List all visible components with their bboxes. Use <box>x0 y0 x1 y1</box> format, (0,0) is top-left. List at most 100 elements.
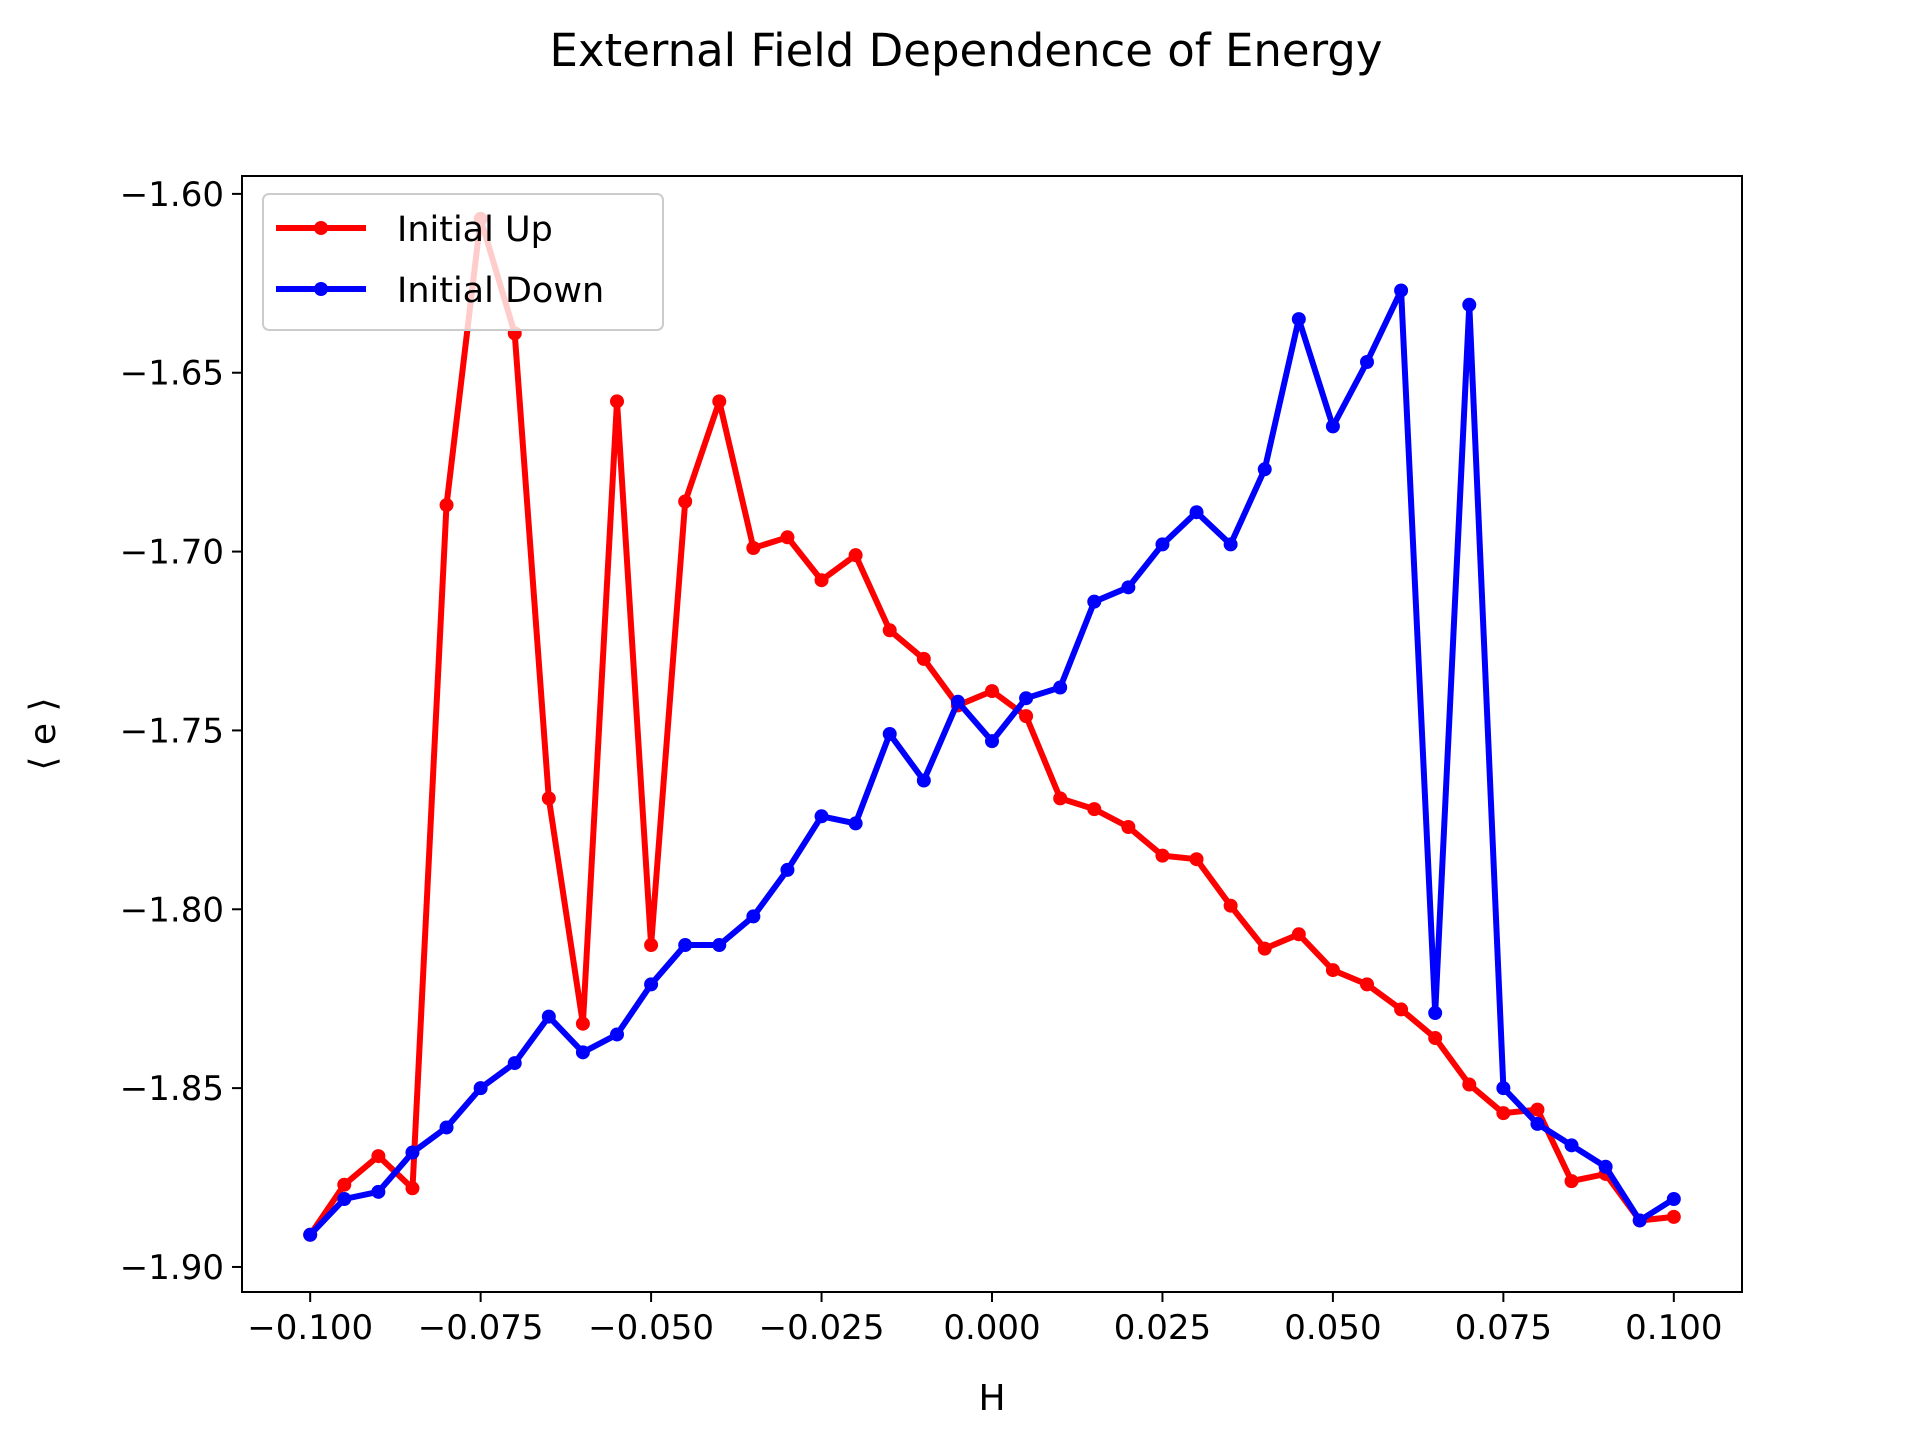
series-2-point <box>303 1227 318 1242</box>
series-1-point <box>1257 941 1272 956</box>
series-2-point <box>780 862 795 877</box>
series-1-point <box>746 541 761 555</box>
series-2-point <box>1257 462 1272 477</box>
series-2-point <box>575 1045 590 1060</box>
series-1-point <box>1564 1174 1579 1189</box>
y-tick-label: −1.80 <box>120 890 224 930</box>
series-1-point <box>1530 1102 1545 1117</box>
series-1-point <box>1462 1077 1477 1092</box>
series-2-point <box>1394 283 1409 298</box>
y-tick-label: −1.60 <box>120 175 224 215</box>
series-2-point <box>882 727 897 741</box>
series-1-point <box>541 791 556 806</box>
x-tick-label: 0.050 <box>1284 1308 1381 1348</box>
x-tick-label: 0.000 <box>943 1308 1040 1348</box>
series-2-point <box>712 938 727 953</box>
series-2-point <box>1462 297 1477 312</box>
series-1-point <box>610 394 624 409</box>
series-2-point <box>916 773 931 788</box>
x-tick-label: −0.100 <box>247 1308 373 1348</box>
x-tick-label: 0.100 <box>1625 1308 1722 1348</box>
series-1-point <box>848 548 863 563</box>
series-1-point <box>1223 898 1238 913</box>
x-tick-label: 0.075 <box>1455 1308 1552 1348</box>
series-1-point <box>1189 852 1204 867</box>
series-1-point <box>1291 927 1306 942</box>
series-1-point <box>1360 977 1374 992</box>
series-1-point <box>1053 791 1068 806</box>
series-1-point <box>1121 820 1136 834</box>
series-2-point <box>1053 680 1068 695</box>
series-2-point <box>1325 419 1340 434</box>
series-2-point <box>541 1009 556 1024</box>
series-1-point <box>678 494 693 509</box>
series-layer <box>303 211 1681 1242</box>
series-2-point <box>439 1120 454 1135</box>
series-2-point <box>1087 594 1102 609</box>
y-tick-label: −1.65 <box>120 354 224 394</box>
series-2-point <box>371 1184 386 1199</box>
series-2-point <box>1632 1213 1647 1228</box>
series-1-point <box>575 1016 590 1031</box>
series-1-point <box>337 1177 352 1192</box>
series-2-point <box>1223 537 1238 552</box>
series-2-point <box>1564 1138 1579 1153</box>
legend-label-1: Initial Up <box>397 210 553 250</box>
series-1-point <box>1325 963 1340 978</box>
series-1-point <box>780 530 795 545</box>
series-2-point <box>1598 1159 1613 1174</box>
series-2-point <box>1666 1192 1681 1206</box>
y-tick-label: −1.90 <box>120 1248 224 1288</box>
series-2-point <box>337 1192 352 1206</box>
series-2-point <box>678 938 693 953</box>
series-1-point <box>1666 1209 1681 1224</box>
series-2-point <box>746 909 761 924</box>
y-tick-label: −1.70 <box>120 533 224 573</box>
series-2-point <box>610 1027 624 1042</box>
series-2-point <box>1428 1006 1443 1020</box>
series-1-point <box>1394 1002 1409 1017</box>
chart-title: External Field Dependence of Energy <box>549 24 1382 77</box>
series-2-point <box>1496 1081 1511 1096</box>
y-axis-ticks: −1.60 −1.65 −1.70 −1.75 −1.80 −1.85 −1.90 <box>120 175 242 1288</box>
series-1-point <box>916 651 931 666</box>
series-1-point <box>439 498 454 513</box>
series-2-point <box>1189 505 1204 520</box>
y-tick-label: −1.85 <box>120 1069 224 1109</box>
x-axis-label: H <box>978 1378 1005 1419</box>
series-2-point <box>814 809 829 824</box>
x-tick-label: −0.025 <box>759 1308 885 1348</box>
series-2-point <box>1360 355 1374 369</box>
series-1-point <box>1155 848 1170 863</box>
series-1-point <box>814 573 829 588</box>
legend-marker-1 <box>314 221 328 235</box>
series-2-point <box>1121 580 1136 595</box>
series-1-point <box>985 684 999 699</box>
legend-label-2: Initial Down <box>397 271 604 311</box>
series-1-point <box>1428 1031 1443 1046</box>
series-1-point <box>1019 709 1034 724</box>
x-tick-label: −0.050 <box>588 1308 714 1348</box>
series-2-point <box>473 1081 488 1096</box>
series-1-point <box>882 623 897 638</box>
series-2-point <box>1530 1116 1545 1131</box>
x-tick-label: −0.075 <box>418 1308 544 1348</box>
series-2-point <box>950 694 965 709</box>
x-axis-ticks: −0.100 −0.075 −0.050 −0.025 0.000 0.025 0.050 0… <box>247 1292 1722 1348</box>
series-1-point <box>644 938 659 953</box>
series-2-point <box>644 977 659 992</box>
series-1-point <box>712 394 727 409</box>
series-2-point <box>1019 691 1034 706</box>
series-1-point <box>1087 802 1102 817</box>
series-2-point <box>1291 312 1306 327</box>
plot-frame <box>241 175 1743 1293</box>
series-2-point <box>848 816 863 831</box>
series-1-point <box>405 1181 420 1196</box>
x-tick-label: 0.025 <box>1114 1308 1211 1348</box>
legend: Initial Up Initial Down <box>262 193 664 331</box>
series-2-point <box>1155 537 1170 552</box>
series-1-point <box>371 1149 386 1164</box>
series-2-point <box>405 1145 420 1160</box>
series-2-point <box>985 734 999 749</box>
